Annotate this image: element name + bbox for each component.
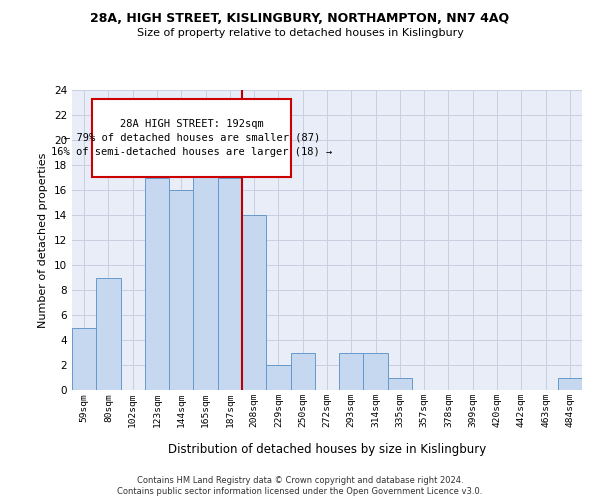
Text: Distribution of detached houses by size in Kislingbury: Distribution of detached houses by size … (168, 442, 486, 456)
Y-axis label: Number of detached properties: Number of detached properties (38, 152, 49, 328)
Bar (218, 178, 242, 390)
Bar (558, 378, 582, 390)
Bar (242, 215, 266, 390)
Bar (339, 352, 364, 390)
Bar (72, 328, 96, 390)
Bar (96, 278, 121, 390)
Bar (388, 378, 412, 390)
Bar (145, 178, 169, 390)
Bar (364, 352, 388, 390)
Text: 28A, HIGH STREET, KISLINGBURY, NORTHAMPTON, NN7 4AQ: 28A, HIGH STREET, KISLINGBURY, NORTHAMPT… (91, 12, 509, 26)
Bar (193, 140, 218, 390)
Text: Contains HM Land Registry data © Crown copyright and database right 2024.: Contains HM Land Registry data © Crown c… (137, 476, 463, 485)
Text: Contains public sector information licensed under the Open Government Licence v3: Contains public sector information licen… (118, 488, 482, 496)
Bar (290, 352, 315, 390)
Text: 28A HIGH STREET: 192sqm
← 79% of detached houses are smaller (87)
16% of semi-de: 28A HIGH STREET: 192sqm ← 79% of detache… (51, 119, 332, 157)
Text: Size of property relative to detached houses in Kislingbury: Size of property relative to detached ho… (137, 28, 463, 38)
Bar (169, 190, 193, 390)
Bar (266, 365, 290, 390)
